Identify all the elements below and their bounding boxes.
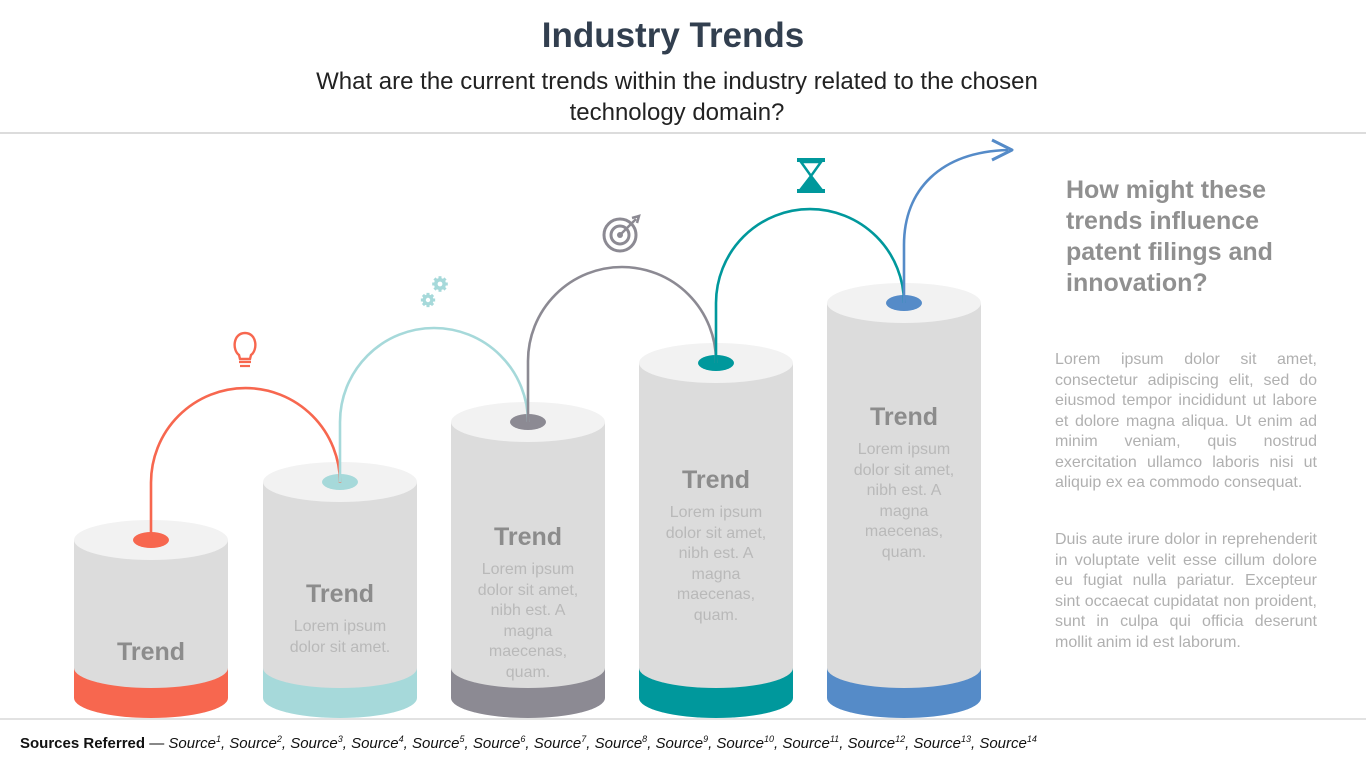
source-item: Source3 — [290, 734, 343, 752]
trend-text-3: Lorem ipsum dolor sit amet, nibh est. A … — [477, 561, 579, 681]
arrow-head-icon — [991, 138, 1014, 162]
trend-title-3: Trend — [493, 523, 563, 551]
trend-cylinder-2 — [263, 462, 417, 718]
trend-title-4: Trend — [681, 466, 751, 494]
connector-arc-2 — [338, 326, 530, 482]
source-item: Source14 — [979, 734, 1037, 752]
page-title: Industry Trends — [541, 16, 805, 55]
sources-list: Source1, Source2, Source3, Source4, Sour… — [168, 734, 1037, 752]
trend-text-5: Lorem ipsum dolor sit amet, nibh est. A … — [853, 441, 955, 561]
trend-cylinder-4 — [639, 343, 793, 718]
connector-arc-3 — [526, 265, 718, 422]
cylinder-body — [451, 422, 605, 688]
lightbulb-icon — [233, 331, 257, 368]
connector-arc-4 — [714, 207, 906, 363]
sources-label: Sources Referred — [20, 735, 146, 752]
sources-separator: — — [145, 735, 169, 752]
trend-title-2: Trend — [305, 580, 375, 608]
cylinder-body — [827, 303, 981, 688]
source-item: Source9 — [655, 734, 709, 752]
sources-footer: Sources Referred — Source1, Source2, Sou… — [20, 734, 1340, 752]
source-item: Source4 — [351, 734, 404, 752]
cylinder-body — [74, 540, 228, 688]
connector-arc-1 — [149, 386, 342, 540]
source-item: Source6 — [472, 734, 526, 752]
target-icon — [602, 214, 641, 253]
growth-arrow-line — [902, 148, 1009, 303]
gear-small-icon — [420, 292, 436, 308]
top-divider — [0, 132, 1366, 134]
source-item: Source10 — [716, 734, 774, 752]
trend-text-4: Lorem ipsum dolor sit amet, nibh est. A … — [665, 504, 767, 624]
source-item: Source2 — [229, 734, 282, 752]
source-item: Source5 — [411, 734, 465, 752]
side-heading: How might these trends influence patent … — [1066, 176, 1273, 297]
source-item: Source12 — [847, 734, 906, 752]
bottom-divider — [0, 718, 1366, 720]
page-subtitle: What are the current trends within the i… — [316, 68, 1038, 126]
source-item: Source1 — [168, 734, 221, 752]
trend-cylinder-5 — [827, 283, 981, 718]
source-item: Source8 — [594, 734, 648, 752]
source-item: Source13 — [913, 734, 971, 752]
side-paragraph-1: Lorem ipsum dolor sit amet, consectetur … — [1055, 351, 1317, 491]
source-item: Source7 — [533, 734, 587, 752]
cylinder-body — [263, 482, 417, 688]
gear-large-icon — [432, 276, 448, 292]
trend-title-1: Trend — [116, 638, 186, 666]
trend-text-2: Lorem ipsum dolor sit amet. — [289, 618, 391, 656]
cylinder-body — [639, 363, 793, 688]
source-item: Source11 — [782, 734, 840, 752]
trend-cylinder-1 — [74, 520, 228, 718]
hourglass-icon — [797, 158, 825, 193]
trend-title-5: Trend — [869, 403, 939, 431]
side-paragraph-2: Duis aute irure dolor in reprehenderit i… — [1055, 531, 1317, 651]
